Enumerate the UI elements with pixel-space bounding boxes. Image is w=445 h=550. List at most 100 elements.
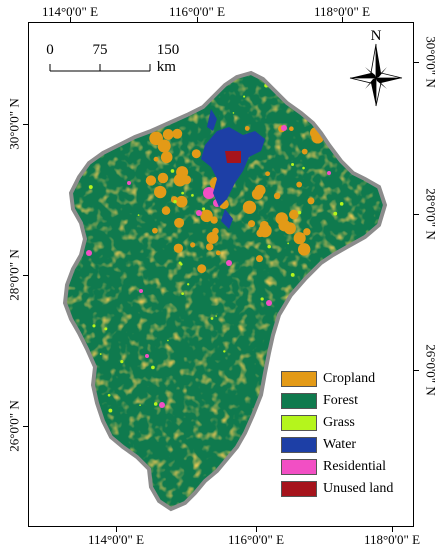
- longitude-label-top-114: 114°0'0" E: [41, 4, 99, 19]
- frame-tick-right-30: [414, 62, 419, 63]
- cropland-patch: [174, 217, 185, 228]
- grass-patch: [346, 280, 348, 282]
- unused-land-patch: [225, 151, 241, 163]
- grass-patch: [290, 272, 295, 277]
- grass-patch: [193, 84, 196, 87]
- river-water: [207, 109, 217, 131]
- cropland-patch: [244, 126, 250, 131]
- frame-tick-bottom-114: [116, 527, 117, 532]
- grass-patch: [191, 194, 194, 197]
- grass-patch: [291, 162, 295, 166]
- legend-label: Unused land: [323, 481, 394, 496]
- cropland-patch: [277, 215, 283, 221]
- grass-patch: [323, 290, 327, 294]
- river-water: [221, 209, 233, 229]
- cropland-patch: [145, 175, 157, 186]
- grass-patch: [297, 210, 302, 215]
- legend-item-unused-land: Unused land: [281, 478, 405, 500]
- grass-patch: [366, 318, 369, 321]
- cropland-patch: [160, 151, 173, 164]
- north-arrow: N: [344, 28, 408, 110]
- cropland-patch: [197, 264, 207, 274]
- residential-patch: [266, 300, 272, 306]
- grass-patch: [139, 404, 141, 406]
- legend: Cropland Forest Grass Water Residential …: [281, 368, 405, 500]
- legend-label: Forest: [323, 393, 358, 408]
- grass-patch: [232, 112, 235, 114]
- cropland-patch: [242, 200, 257, 214]
- cropland-patch: [190, 242, 196, 248]
- land-use-map: [63, 71, 387, 511]
- cropland-patch: [172, 128, 183, 139]
- grass-patch: [302, 166, 305, 170]
- grass-patch: [333, 211, 338, 216]
- scale-bar: 0 75 150 km: [40, 42, 179, 76]
- grass-patch: [153, 402, 158, 406]
- grass-patch: [137, 214, 140, 217]
- cropland-patch: [293, 232, 306, 245]
- cropland-patch: [157, 139, 171, 153]
- cropland-patch: [296, 181, 303, 188]
- grass-patch: [167, 339, 169, 342]
- frame-tick-top-118: [342, 17, 343, 22]
- grass-patch: [107, 128, 111, 132]
- cropland-patch: [307, 197, 315, 205]
- cropland-patch: [255, 255, 263, 263]
- cropland-patch: [259, 220, 269, 230]
- legend-swatch: [281, 481, 317, 497]
- frame-tick-top-114: [70, 17, 71, 22]
- residential-patch: [145, 354, 149, 358]
- latitude-label-right-30: 30°0'0" N: [423, 36, 439, 88]
- scale-label-0: 0: [46, 42, 54, 58]
- longitude-label-bottom-116: 116°0'0" E: [227, 532, 285, 547]
- grass-patch: [260, 297, 264, 301]
- cropland-patch: [162, 129, 174, 140]
- residential-patch: [127, 181, 131, 185]
- cropland-patch: [154, 185, 167, 199]
- grass-patch: [358, 346, 361, 349]
- legend-item-residential: Residential: [281, 456, 405, 478]
- legend-label: Grass: [323, 415, 355, 430]
- grass-patch: [343, 334, 347, 338]
- land-use-patches: [68, 83, 379, 503]
- grass-patch: [101, 427, 105, 431]
- grass-patch: [320, 109, 324, 113]
- grass-patch: [120, 360, 124, 364]
- grass-patch: [267, 244, 271, 249]
- lake-water-body: [201, 127, 265, 207]
- legend-label: Water: [323, 437, 357, 452]
- cropland-patch: [254, 184, 266, 196]
- legend-swatch: [281, 437, 317, 453]
- cropland-patch: [289, 126, 294, 132]
- grass-patch: [108, 408, 113, 413]
- cropland-patch: [210, 216, 218, 224]
- latitude-label-right-26: 26°0'0" N: [423, 344, 439, 396]
- frame-tick-bottom-116: [256, 527, 257, 532]
- grass-patch: [73, 91, 76, 94]
- cropland-patch: [273, 192, 281, 200]
- frame-tick-left-28: [23, 275, 28, 276]
- grass-patch: [104, 327, 108, 331]
- cropland-patch: [248, 220, 256, 228]
- grass-patch: [287, 242, 290, 245]
- cropland-patch: [206, 232, 219, 244]
- cropland-patch: [301, 148, 308, 155]
- grass-patch: [215, 315, 217, 317]
- frame-tick-right-26: [414, 370, 419, 371]
- frame-tick-top-116: [197, 17, 198, 22]
- cropland-patch: [206, 243, 214, 251]
- cropland-patch: [265, 171, 271, 177]
- cropland-patch: [215, 250, 221, 256]
- grass-patch: [92, 324, 96, 328]
- latitude-label-right-28: 28°0'0" N: [423, 188, 439, 240]
- frame-tick-left-26: [23, 426, 28, 427]
- grass-patch: [354, 165, 359, 169]
- cropland-patch: [173, 243, 183, 253]
- cropland-patch: [175, 195, 188, 208]
- legend-item-water: Water: [281, 434, 405, 456]
- grass-patch: [181, 292, 185, 296]
- grass-patch: [88, 185, 93, 189]
- cropland-patch: [153, 156, 159, 162]
- legend-item-grass: Grass: [281, 412, 405, 434]
- longitude-label-bottom-114: 114°0'0" E: [87, 532, 145, 547]
